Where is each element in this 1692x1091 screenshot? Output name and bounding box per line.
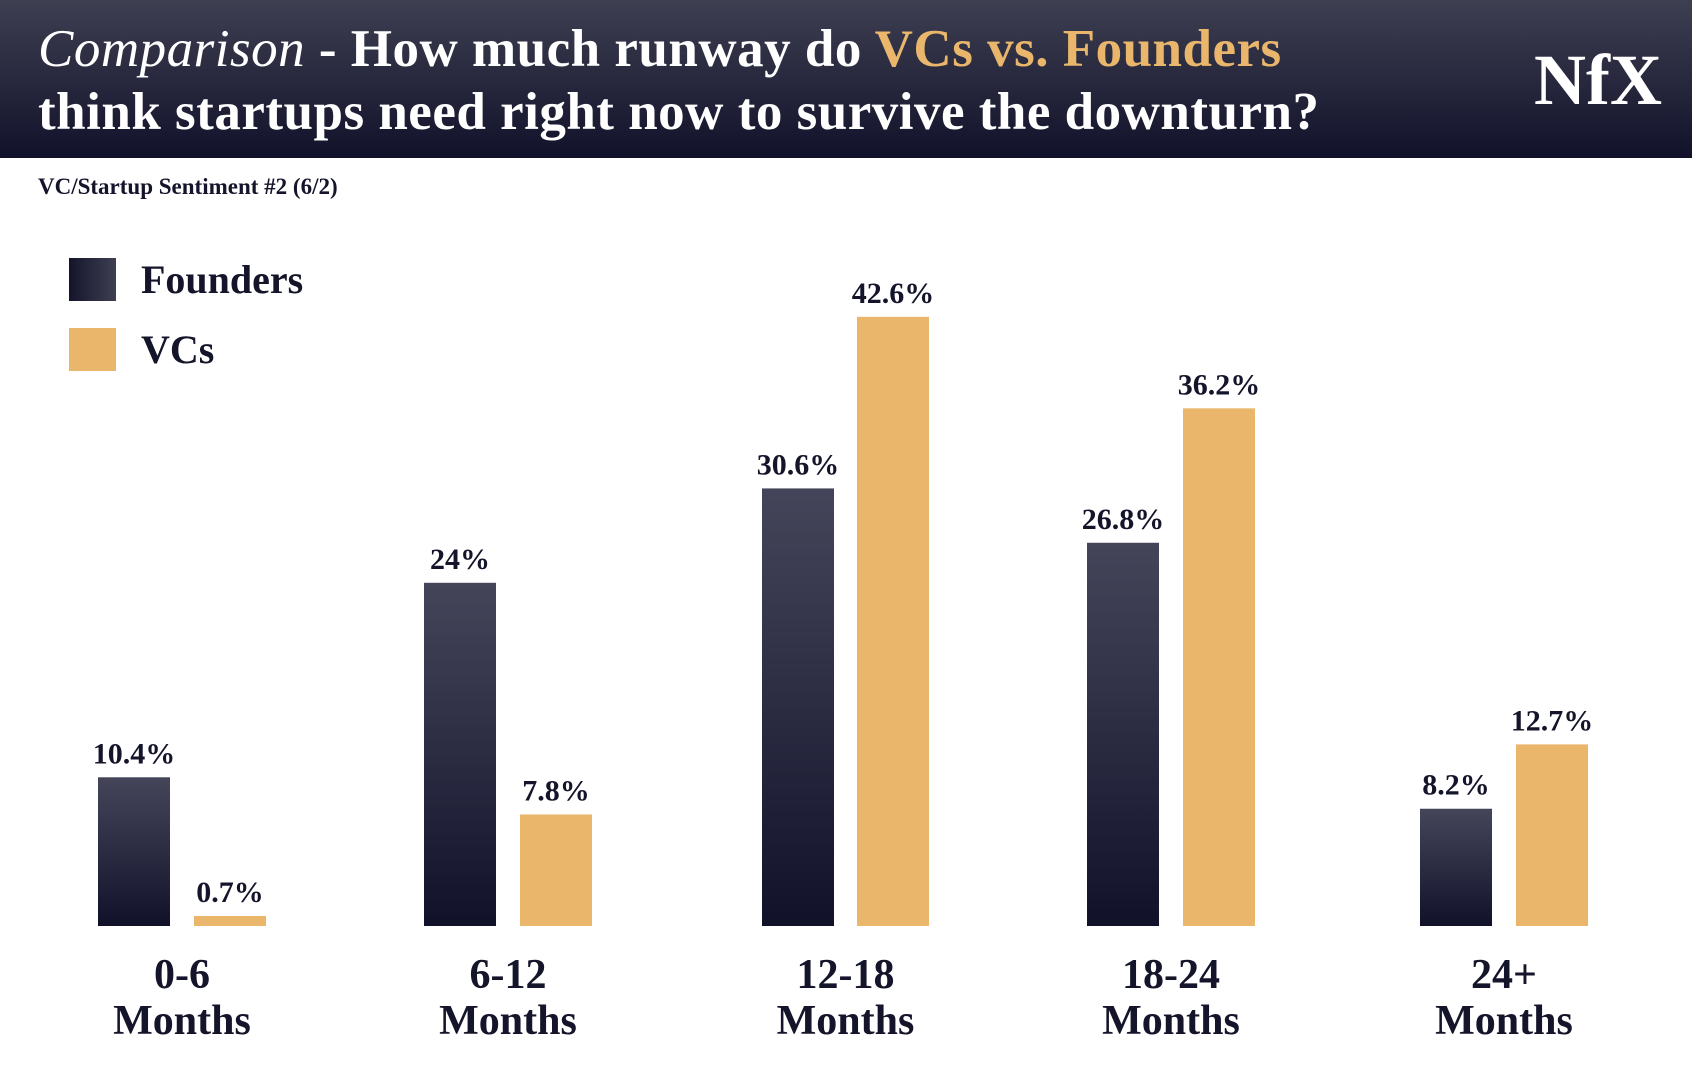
data-label: 8.2%	[1422, 769, 1490, 802]
chart-title: Comparison - How much runway do VCs vs. …	[38, 18, 1319, 144]
title-line2: think startups need right now to survive…	[38, 83, 1320, 141]
data-label: 7.8%	[522, 774, 590, 807]
data-label: 30.6%	[757, 448, 840, 481]
header-banner: Comparison - How much runway do VCs vs. …	[0, 0, 1692, 158]
data-label: 36.2%	[1178, 368, 1261, 401]
category-label: 0-6 Months	[113, 952, 251, 1044]
legend-swatch-vcs	[69, 327, 116, 371]
bar-founders-4	[1420, 808, 1492, 926]
bar-vcs-4	[1516, 744, 1588, 926]
bar-founders-3	[1087, 542, 1159, 926]
title-italic: Comparison	[38, 20, 306, 78]
legend-label: VCs	[141, 326, 215, 372]
nfx-logo: NfX	[1534, 40, 1662, 120]
bar-vcs-1	[520, 814, 592, 926]
legend-label: Founders	[141, 256, 304, 302]
bar-vcs-3	[1183, 408, 1255, 927]
data-label: 0.7%	[196, 876, 264, 909]
legend: Founders VCs	[69, 244, 303, 384]
bar-vcs-0	[194, 915, 266, 926]
category-label: 6-12 Months	[439, 952, 577, 1044]
legend-item-vcs: VCs	[69, 314, 303, 384]
category-label: 18-24 Months	[1102, 952, 1240, 1044]
category-label: 12-18 Months	[776, 952, 915, 1044]
data-label: 24%	[430, 543, 490, 576]
bar-vcs-2	[857, 316, 929, 926]
legend-item-founders: Founders	[69, 244, 303, 314]
bar-founders-0	[98, 777, 170, 926]
data-label: 10.4%	[93, 737, 176, 770]
data-label: 26.8%	[1082, 503, 1165, 536]
title-text: - How much runway do	[305, 20, 875, 78]
bar-founders-2	[762, 488, 834, 926]
data-label: 42.6%	[852, 277, 935, 310]
title-highlight: VCs vs. Founders	[874, 20, 1282, 78]
data-label: 12.7%	[1511, 704, 1594, 737]
subtitle: VC/Startup Sentiment #2 (6/2)	[38, 174, 338, 199]
bar-founders-1	[424, 582, 496, 926]
legend-swatch-founders	[69, 257, 116, 301]
category-label: 24+ Months	[1435, 952, 1573, 1044]
